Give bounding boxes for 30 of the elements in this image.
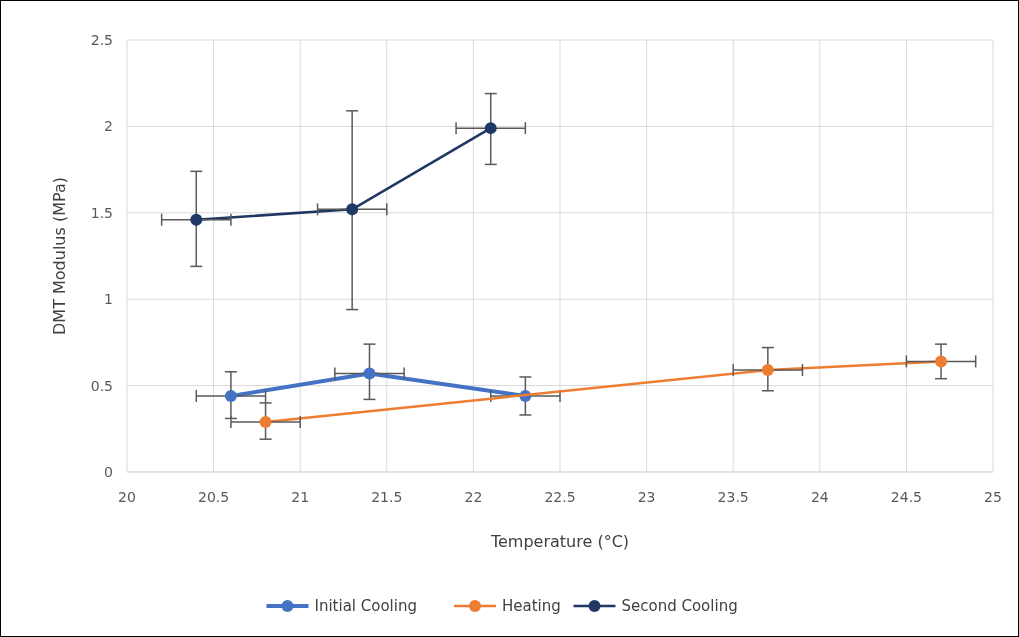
- point: [363, 367, 376, 380]
- y-tick-label: 2.5: [90, 31, 113, 48]
- point: [259, 415, 272, 428]
- x-tick-label: 21: [291, 489, 310, 505]
- x-tick-label: 23: [637, 489, 656, 505]
- x-tick-label: 22.5: [544, 489, 576, 505]
- x-tick-label: 20.5: [198, 489, 230, 505]
- point: [190, 213, 203, 226]
- x-axis-title: Temperature (°C): [489, 532, 630, 551]
- x-tick-label: 25: [984, 489, 1002, 505]
- point: [935, 355, 948, 368]
- y-tick-label: 1.5: [90, 204, 113, 221]
- y-axis-title: DMT Modulus (MPa): [50, 177, 69, 335]
- x-tick-label: 24.5: [890, 489, 922, 505]
- x-tick-label: 22: [464, 489, 483, 505]
- legend-label: Second Cooling: [621, 597, 738, 616]
- y-tick-label: 2: [104, 118, 113, 135]
- x-tick-label: 21.5: [371, 489, 403, 505]
- x-tick-label: 20: [118, 489, 136, 505]
- point: [224, 389, 237, 402]
- point: [761, 364, 774, 377]
- legend-label: Heating: [502, 597, 561, 616]
- point: [484, 122, 497, 135]
- y-tick-label: 1: [104, 291, 113, 308]
- legend-label: Initial Cooling: [314, 597, 417, 616]
- y-tick-label: 0.5: [90, 377, 113, 394]
- point: [346, 203, 359, 216]
- x-tick-label: 24: [810, 489, 829, 505]
- y-tick-label: 0: [104, 463, 113, 480]
- x-tick-label: 23.5: [717, 489, 749, 505]
